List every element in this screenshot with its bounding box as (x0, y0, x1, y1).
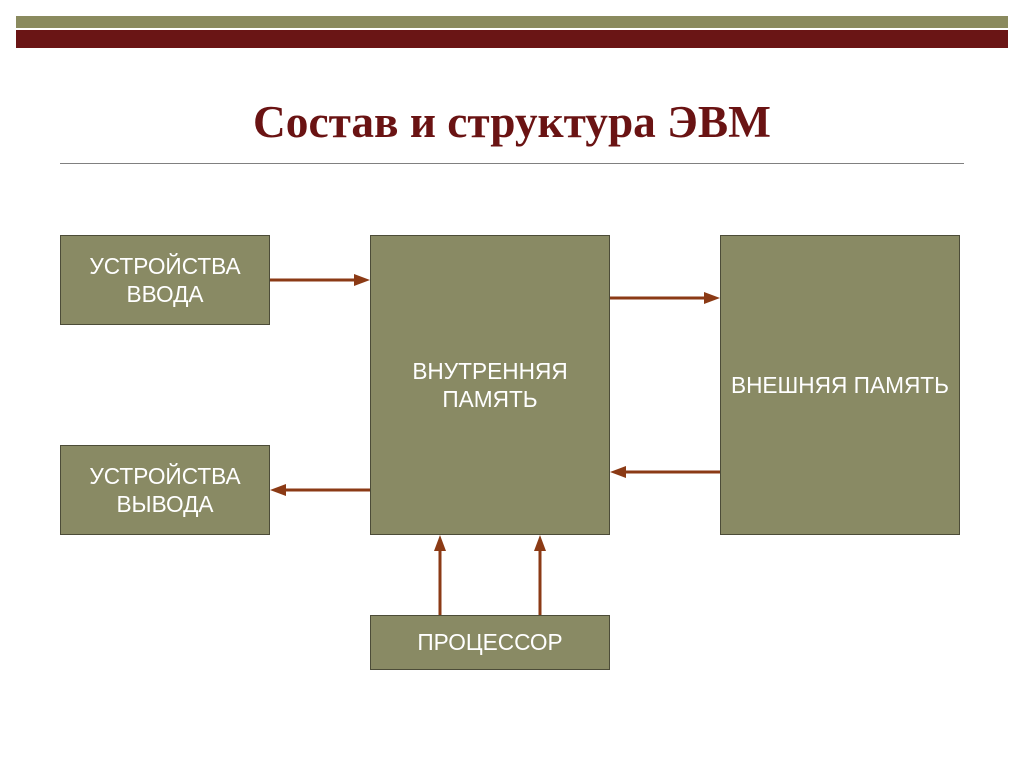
block-internal-memory: ВНУТРЕННЯЯ ПАМЯТЬ (370, 235, 610, 535)
block-external-memory-label: ВНЕШНЯЯ ПАМЯТЬ (731, 371, 949, 399)
block-output-devices: УСТРОЙСТВА ВЫВОДА (60, 445, 270, 535)
block-processor: ПРОЦЕССОР (370, 615, 610, 670)
block-input-devices: УСТРОЙСТВА ВВОДА (60, 235, 270, 325)
slide-title: Состав и структура ЭВМ (0, 96, 1024, 148)
block-input-label: УСТРОЙСТВА ВВОДА (67, 252, 263, 309)
arrow-head-input-to-memory (354, 274, 370, 286)
block-output-label: УСТРОЙСТВА ВЫВОДА (67, 462, 263, 519)
arrow-head-memory-to-external (704, 292, 720, 304)
top-bar-2 (16, 30, 1008, 48)
block-external-memory: ВНЕШНЯЯ ПАМЯТЬ (720, 235, 960, 535)
block-internal-memory-label: ВНУТРЕННЯЯ ПАМЯТЬ (377, 357, 603, 414)
arrow-head-processor-to-memory-left (434, 535, 446, 551)
title-underline (60, 163, 964, 164)
block-processor-label: ПРОЦЕССОР (417, 628, 562, 656)
arrow-head-memory-to-output (270, 484, 286, 496)
diagram-root: Состав и структура ЭВМ УСТРОЙСТВА ВВОДА … (0, 0, 1024, 767)
arrow-head-processor-to-memory-right (534, 535, 546, 551)
top-bar-1 (16, 16, 1008, 28)
arrow-head-external-to-memory (610, 466, 626, 478)
